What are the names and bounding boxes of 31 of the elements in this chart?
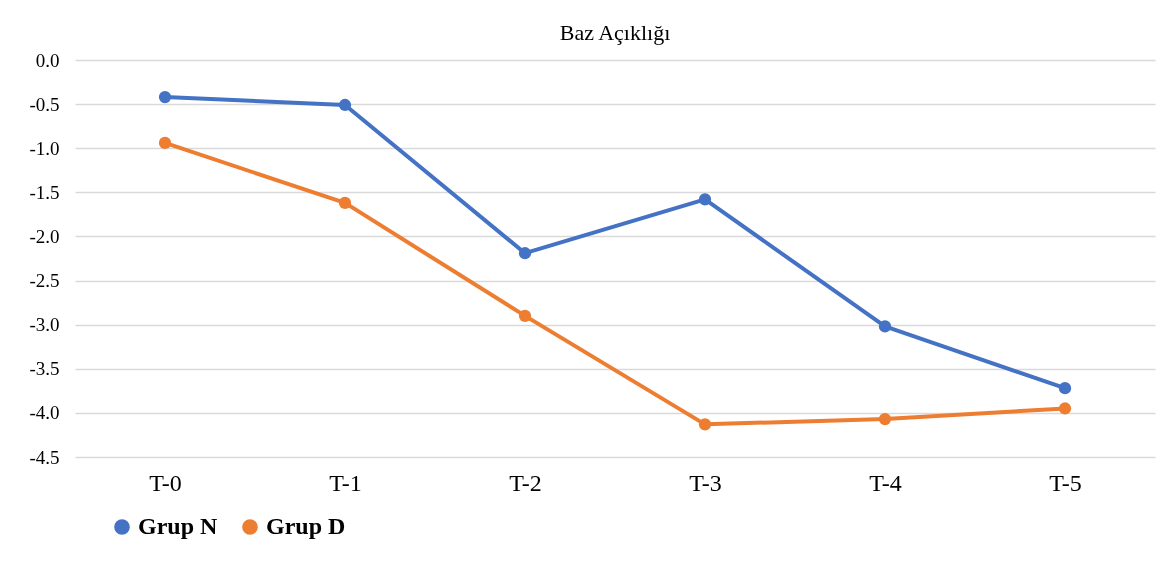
y-tick-label: 0.0	[35, 49, 60, 71]
point	[698, 418, 712, 431]
y-tick-label: -2.5	[29, 270, 60, 292]
point	[518, 247, 532, 260]
point	[698, 193, 712, 206]
point	[1058, 382, 1072, 395]
point	[338, 98, 352, 112]
x-tick-label: T-5	[1049, 469, 1082, 496]
point	[158, 136, 172, 150]
x-tick-label: T-4	[869, 469, 902, 496]
y-tick-label: -1.5	[29, 181, 60, 203]
point	[338, 196, 352, 210]
point	[1058, 402, 1072, 415]
point	[878, 412, 892, 426]
y-tick-label: -4.5	[29, 446, 60, 468]
x-tick-label: T-3	[689, 469, 722, 496]
y-tick-label: -3.5	[29, 358, 60, 380]
y-tick-label: -4.0	[29, 402, 60, 424]
x-tick-label: T-2	[509, 469, 542, 496]
point	[518, 309, 532, 322]
chart-title: Baz Açıklığı	[559, 20, 671, 45]
y-tick-label: -0.5	[29, 93, 60, 115]
legend-label: Grup D	[266, 513, 346, 539]
y-tick-label: -2.0	[29, 225, 60, 247]
point	[158, 90, 172, 104]
y-tick-label: -1.0	[29, 137, 60, 159]
y-tick-label: -3.0	[29, 314, 60, 336]
legend-label: Grup N	[138, 513, 219, 539]
point	[878, 320, 892, 333]
x-tick-label: T-0	[149, 469, 182, 496]
x-tick-label: T-1	[329, 469, 362, 496]
